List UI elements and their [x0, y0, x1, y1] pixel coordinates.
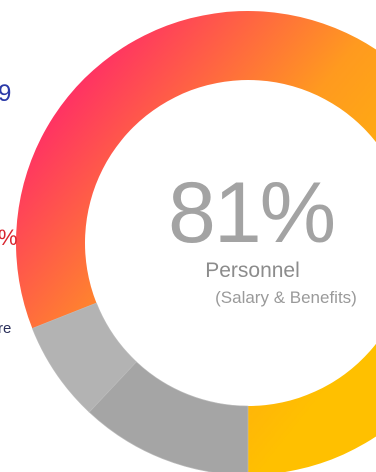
cropped-left-text-1: 9 — [0, 80, 12, 107]
donut-slice-1 — [16, 11, 376, 472]
donut-slice-3 — [31, 302, 137, 413]
cropped-left-text-2: % — [0, 225, 18, 251]
center-percentage: 81% — [168, 165, 336, 261]
center-category-sublabel: (Salary & Benefits) — [215, 288, 357, 307]
center-category-label: Personnel — [205, 259, 300, 282]
cropped-left-text-3: re — [0, 320, 12, 337]
